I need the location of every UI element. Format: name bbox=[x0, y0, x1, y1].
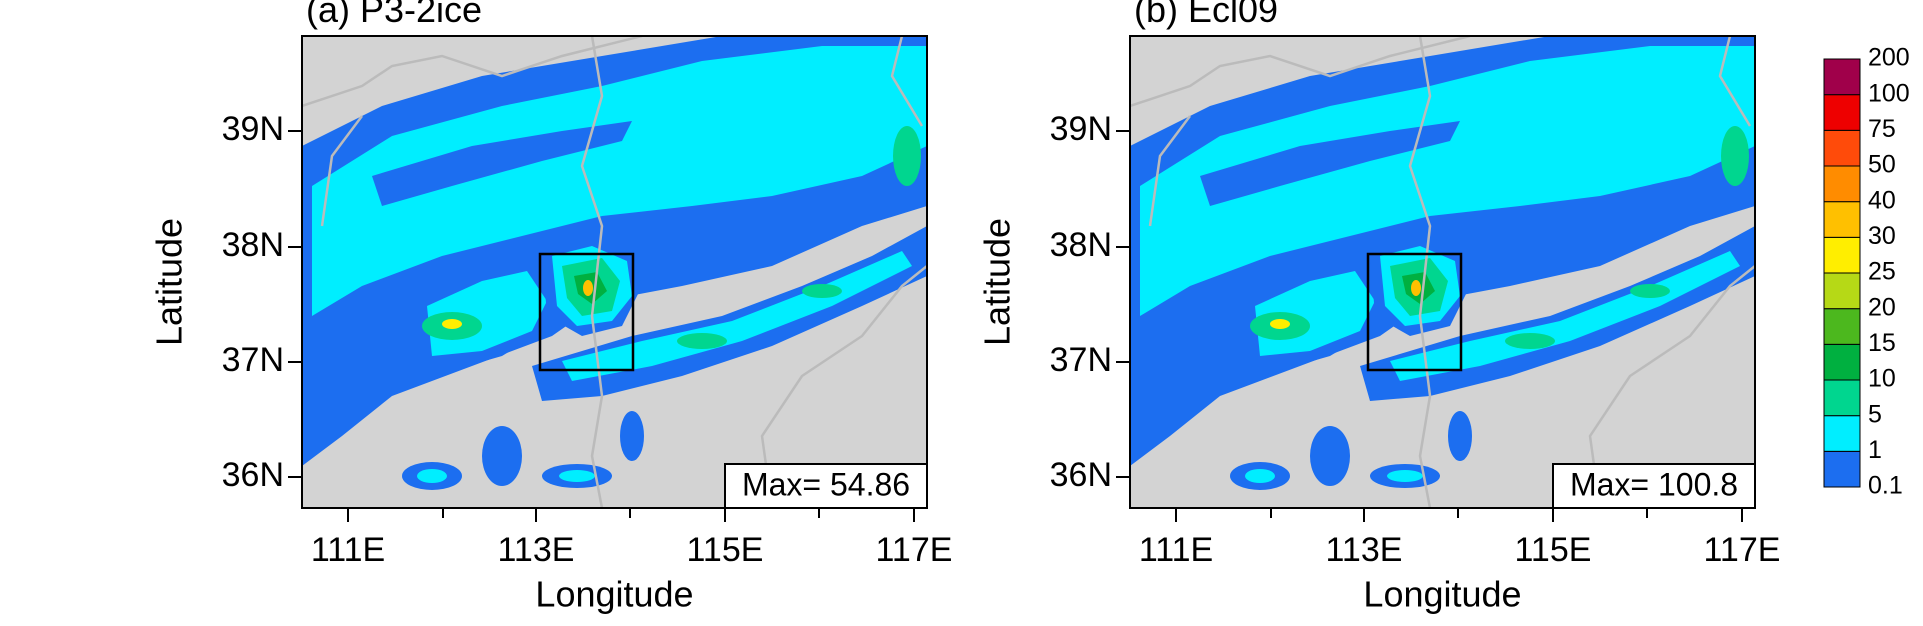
colorbar-label: 1 bbox=[1868, 436, 1882, 464]
rain-contours bbox=[302, 36, 927, 508]
colorbar-box bbox=[1823, 94, 1861, 131]
x-tick-label: 115E bbox=[687, 531, 764, 569]
colorbar-label: 75 bbox=[1868, 115, 1896, 143]
analysis-box bbox=[1366, 252, 1463, 372]
colorbar-label: 25 bbox=[1868, 258, 1896, 286]
frame bbox=[1129, 35, 1756, 509]
frame bbox=[301, 35, 928, 509]
y-tick-label: 39N bbox=[222, 110, 284, 148]
colorbar-box bbox=[1823, 272, 1861, 310]
panels: (a) P3-2ice Max= 54.86 111E 113E 115E 117E 39N… bbox=[149, 0, 1781, 615]
rain-field: Max= 54.86 bbox=[302, 36, 927, 508]
y-tick-label: 36N bbox=[1050, 456, 1112, 494]
x-axis-label: Longitude bbox=[1363, 574, 1521, 615]
y-tick-label: 39N bbox=[1050, 110, 1112, 148]
colorbar-box bbox=[1823, 379, 1861, 417]
map-panel: (a) P3-2ice Max= 54.86 111E 113E 115E 117E 39N… bbox=[149, 0, 953, 615]
x-tick-label: 113E bbox=[1326, 531, 1403, 569]
colorbar-label: 5 bbox=[1868, 400, 1882, 428]
x-tick-label: 117E bbox=[1704, 531, 1781, 569]
analysis-box bbox=[538, 252, 635, 372]
x-axis-label: Longitude bbox=[535, 574, 693, 615]
colorbar-box bbox=[1823, 450, 1861, 488]
y-tick-label: 38N bbox=[1050, 226, 1112, 264]
x-tick-label: 111E bbox=[1139, 531, 1213, 569]
colorbar-label: 30 bbox=[1868, 222, 1896, 250]
y-axis-label: Latitude bbox=[977, 218, 1018, 346]
rain-contours bbox=[1130, 36, 1755, 508]
max-label: Max= 100.8 bbox=[1570, 466, 1738, 502]
y-tick-label: 36N bbox=[222, 456, 284, 494]
colorbar-label: 200 bbox=[1868, 44, 1910, 72]
y-axis-label: Latitude bbox=[149, 218, 190, 346]
colorbar-box bbox=[1823, 58, 1861, 96]
panel-title: (b) Ecl09 bbox=[1134, 0, 1278, 30]
y-tick-label: 37N bbox=[222, 341, 284, 379]
colorbar-label: 20 bbox=[1868, 293, 1896, 321]
colorbar-box bbox=[1823, 343, 1861, 381]
panel-title: (a) P3-2ice bbox=[306, 0, 482, 30]
colorbar-label: 100 bbox=[1868, 79, 1910, 107]
max-box bbox=[724, 463, 927, 508]
colorbar-box bbox=[1823, 201, 1861, 238]
colorbar-box bbox=[1823, 165, 1861, 203]
colorbar-box bbox=[1823, 129, 1861, 167]
x-tick-label: 111E bbox=[311, 531, 385, 569]
x-tick-label: 115E bbox=[1515, 531, 1592, 569]
x-tick-label: 113E bbox=[498, 531, 575, 569]
y-tick-label: 37N bbox=[1050, 341, 1112, 379]
colorbar-label: 0.1 bbox=[1868, 472, 1903, 500]
max-label: Max= 54.86 bbox=[742, 466, 910, 502]
colorbar-label: 50 bbox=[1868, 151, 1896, 179]
max-box bbox=[1552, 463, 1755, 508]
colorbar-label: 40 bbox=[1868, 186, 1896, 214]
colorbar-box bbox=[1823, 236, 1861, 274]
colorbar-label: 10 bbox=[1868, 365, 1896, 393]
y-tick-label: 38N bbox=[222, 226, 284, 264]
colorbar-box bbox=[1823, 415, 1861, 452]
rain-field: Max= 100.8 bbox=[1130, 36, 1755, 508]
colorbar-box bbox=[1823, 308, 1861, 345]
colorbar-label: 15 bbox=[1868, 329, 1896, 357]
x-tick-label: 117E bbox=[876, 531, 953, 569]
map-panel: (b) Ecl09 Max= 100.8 111E 113E 115E 117E 39N 38… bbox=[977, 0, 1781, 615]
